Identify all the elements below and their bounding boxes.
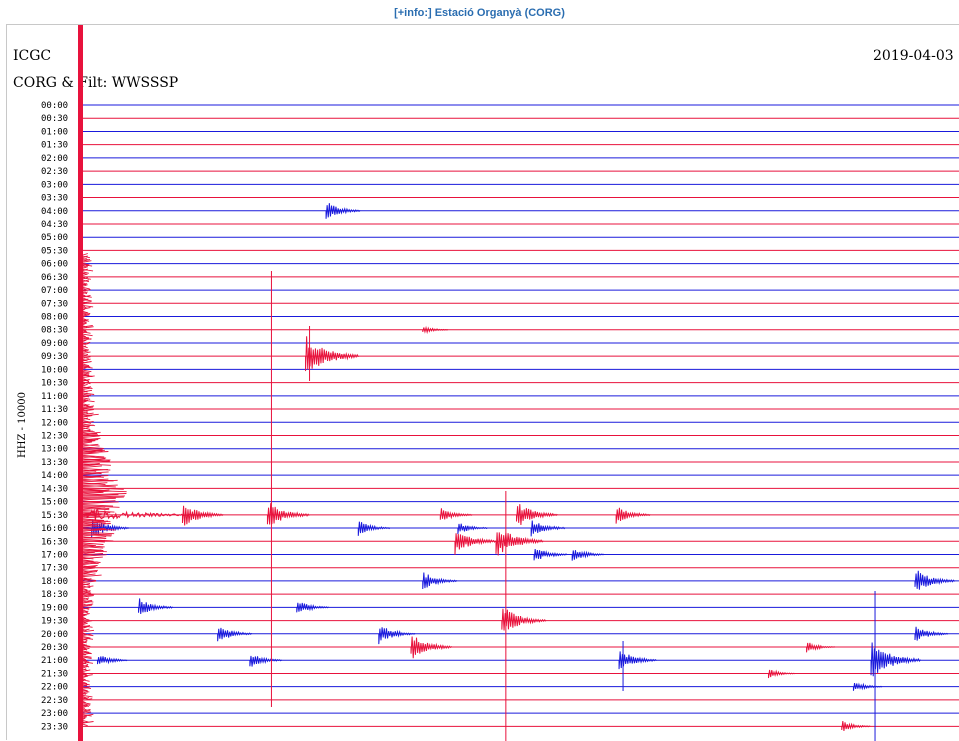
- event-waveform: [217, 627, 253, 642]
- channel-label: HHZ - 10000: [17, 392, 28, 458]
- time-tick-label: 20:00: [41, 630, 68, 640]
- time-tick-label: 10:30: [41, 379, 68, 389]
- time-tick-label: 04:30: [41, 220, 68, 230]
- event-waveform: [806, 642, 836, 653]
- time-tick-label: 20:30: [41, 643, 68, 653]
- time-tick-label: 19:30: [41, 617, 68, 627]
- time-tick-label: 12:30: [41, 432, 68, 442]
- time-tick-label: 05:00: [41, 233, 68, 243]
- event-waveform: [516, 504, 558, 525]
- event-waveform: [378, 627, 416, 645]
- time-tick-label: 03:00: [41, 180, 68, 190]
- time-tick-label: 06:00: [41, 260, 68, 270]
- event-waveform: [530, 520, 566, 537]
- time-tick-label: 09:30: [41, 352, 68, 362]
- time-tick-label: 18:30: [41, 590, 68, 600]
- time-tick-label: 03:30: [41, 194, 68, 204]
- time-tick-label: 08:30: [41, 326, 68, 336]
- seismic-events: [91, 203, 955, 741]
- event-waveform: [501, 608, 547, 631]
- event-waveform: [870, 642, 921, 677]
- time-tick-label: 01:30: [41, 141, 68, 151]
- event-waveform: [138, 598, 173, 615]
- time-tick-label: 01:00: [41, 127, 68, 137]
- trace-lines: [81, 104, 959, 727]
- event-waveform: [852, 682, 883, 691]
- time-tick-label: 14:30: [41, 484, 68, 494]
- time-tick-label: 00:30: [41, 114, 68, 124]
- event-waveform: [249, 655, 283, 667]
- event-waveform: [266, 503, 310, 525]
- time-tick-label: 05:30: [41, 246, 68, 256]
- event-waveform: [325, 203, 361, 219]
- time-tick-label: 22:30: [41, 696, 68, 706]
- time-tick-label: 16:30: [41, 537, 68, 547]
- event-waveform: [410, 636, 453, 659]
- time-tick-label: 07:00: [41, 286, 68, 296]
- event-waveform: [422, 572, 458, 590]
- event-waveform: [457, 523, 488, 535]
- time-tick-label: 16:00: [41, 524, 68, 534]
- time-tick-label: 17:30: [41, 564, 68, 574]
- event-waveform: [296, 602, 329, 613]
- event-waveform: [571, 550, 605, 561]
- time-tick-label: 23:00: [41, 709, 68, 719]
- time-tick-label: 02:00: [41, 154, 68, 164]
- date-label: 2019-04-03: [873, 48, 954, 64]
- event-waveform: [305, 336, 359, 372]
- event-waveform: [454, 533, 497, 555]
- time-tick-label: 06:30: [41, 273, 68, 283]
- time-tick-label: 11:00: [41, 392, 68, 402]
- time-tick-label: 13:00: [41, 445, 68, 455]
- event-waveform: [914, 570, 955, 590]
- station-filter-label: CORG & Filt: WWSSSP: [13, 75, 178, 91]
- event-waveform: [495, 532, 544, 556]
- time-tick-label: 10:00: [41, 365, 68, 375]
- helicorder-plot: ICGC 2019-04-03 CORG & Filt: WWSSSP HHZ …: [6, 24, 959, 741]
- time-tick-labels: 00:00 00:30 01:00 01:30 02:00 02:30 03:00 03:30…: [41, 101, 68, 732]
- time-tick-label: 15:30: [41, 511, 68, 521]
- time-tick-label: 04:00: [41, 207, 68, 217]
- time-tick-label: 17:00: [41, 550, 68, 560]
- time-tick-label: 19:00: [41, 603, 68, 613]
- event-waveform: [767, 669, 796, 679]
- event-waveform: [439, 508, 473, 520]
- time-tick-label: 21:30: [41, 669, 68, 679]
- time-tick-label: 21:00: [41, 656, 68, 666]
- org-label: ICGC: [13, 48, 51, 64]
- main-earthquake-trace: [78, 25, 208, 741]
- saturated-trace-bar: [78, 25, 83, 741]
- time-tick-label: 18:00: [41, 577, 68, 587]
- time-tick-label: 12:00: [41, 418, 68, 428]
- time-tick-label: 14:00: [41, 471, 68, 481]
- time-tick-label: 08:00: [41, 313, 68, 323]
- time-tick-label: 23:30: [41, 722, 68, 732]
- event-waveform: [357, 521, 391, 536]
- event-waveform: [422, 325, 449, 335]
- event-waveform: [914, 626, 949, 641]
- time-tick-label: 07:30: [41, 299, 68, 309]
- time-tick-label: 15:00: [41, 498, 68, 508]
- time-tick-label: 22:00: [41, 683, 68, 693]
- event-waveform: [533, 549, 568, 561]
- time-tick-label: 02:30: [41, 167, 68, 177]
- event-waveform: [97, 656, 128, 665]
- time-tick-label: 11:30: [41, 405, 68, 415]
- event-waveform: [181, 505, 224, 526]
- time-tick-label: 09:00: [41, 339, 68, 349]
- event-waveform: [618, 651, 657, 670]
- earthquake-coda: [82, 253, 127, 727]
- station-info-link[interactable]: [+info:] Estació Organyà (CORG): [394, 7, 565, 19]
- coda-tail: [86, 508, 208, 521]
- seismogram-drum: ICGC 2019-04-03 CORG & Filt: WWSSSP HHZ …: [13, 25, 959, 741]
- time-tick-label: 00:00: [41, 101, 68, 111]
- time-tick-label: 13:30: [41, 458, 68, 468]
- event-waveform: [615, 507, 651, 524]
- event-waveform: [841, 721, 871, 732]
